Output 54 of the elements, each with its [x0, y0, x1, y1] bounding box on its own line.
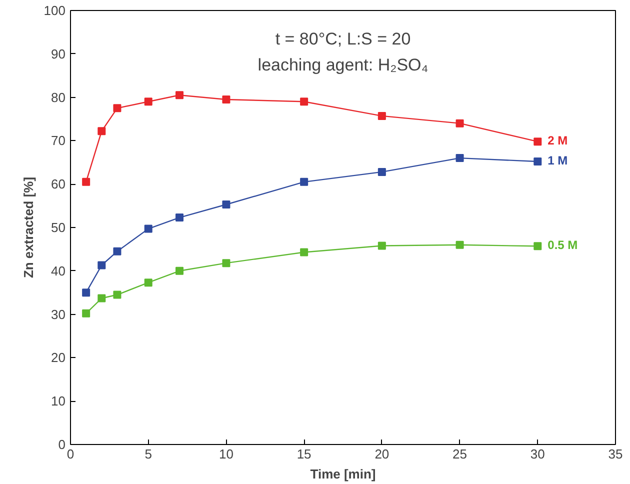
point — [113, 290, 122, 299]
point — [113, 104, 122, 112]
y-tick-label: 0 — [58, 437, 66, 452]
point — [222, 259, 230, 268]
y-tick-label: 70 — [51, 133, 66, 148]
point — [82, 309, 90, 318]
point — [378, 242, 386, 250]
y-tick-label: 10 — [51, 394, 66, 409]
x-axis-title: Time [min] — [310, 466, 376, 482]
point — [98, 127, 106, 136]
point — [82, 288, 90, 297]
series-label: 2 M — [548, 134, 568, 148]
point — [144, 224, 152, 233]
y-tick-label: 60 — [51, 176, 66, 192]
point — [534, 242, 542, 250]
point — [222, 200, 230, 208]
y-tick-label: 100 — [44, 3, 66, 18]
point — [82, 178, 90, 186]
y-tick-label: 90 — [51, 46, 66, 62]
y-tick-label: 80 — [51, 90, 66, 105]
y-tick-label: 50 — [51, 220, 66, 235]
x-tick-label: 15 — [296, 446, 312, 462]
point — [456, 240, 464, 249]
point — [534, 138, 542, 146]
point — [300, 248, 308, 256]
series-label: 0.5 M — [548, 238, 578, 252]
point — [176, 214, 184, 222]
x-tick-label: 5 — [144, 446, 152, 462]
y-tick-label: 40 — [51, 263, 66, 278]
point — [300, 98, 308, 106]
point — [456, 154, 464, 162]
point — [222, 95, 230, 104]
x-tick-label: 20 — [374, 446, 390, 462]
point — [98, 294, 106, 302]
point — [456, 119, 464, 128]
text: t = 80°C; L:S = 20 leaching agent: H₂SO₄ — [258, 30, 428, 74]
x-tick-label: 10 — [218, 446, 234, 462]
point — [113, 247, 122, 256]
point — [378, 168, 386, 176]
y-tick-label: 30 — [51, 306, 66, 322]
y-tick-label: 20 — [51, 350, 66, 366]
x-tick-label: 25 — [452, 446, 468, 462]
point — [144, 278, 152, 287]
series-label: 1 M — [548, 154, 568, 168]
x-tick-label: 35 — [608, 446, 623, 462]
y-axis-title: Zn extracted [%] — [20, 176, 36, 278]
point — [176, 91, 184, 100]
point — [98, 261, 106, 270]
point — [144, 98, 152, 106]
point — [378, 112, 386, 120]
point — [176, 266, 184, 275]
x-tick-label: 30 — [530, 446, 545, 462]
point — [534, 158, 542, 166]
point — [300, 178, 308, 186]
